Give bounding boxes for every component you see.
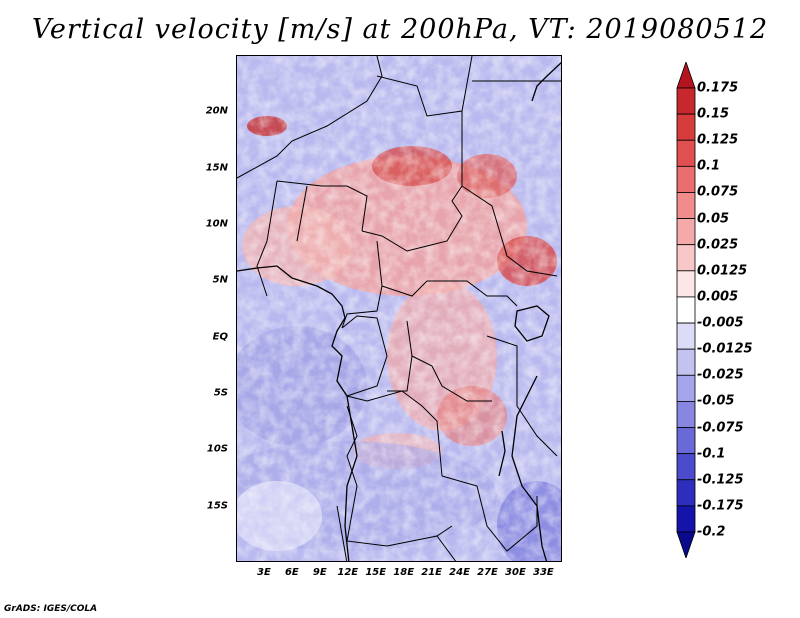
colorbar-segment [676,479,696,507]
colorbar-level-label: 0.1 [697,158,721,174]
lon-tick-label: 27E [477,567,498,578]
field-texture [237,56,561,561]
lon-tick-label: 9E [312,567,327,578]
colorbar-segment [676,62,696,89]
colorbar-level-label: 0.025 [697,237,739,253]
colorbar-level-label: -0.125 [697,472,744,488]
lat-tick-label: 5S [213,387,228,399]
lake-tanganyika [498,430,506,477]
colorbar-level-label: -0.05 [697,393,735,409]
lon-tick-label: 21E [421,567,442,578]
colorbar-segment [676,87,696,115]
border-benin-togo [296,185,308,242]
lat-tick-label: 20N [205,105,228,117]
lake-victoria [514,305,550,342]
colorbar-segment [676,244,696,272]
colorbar-segment [676,374,696,402]
lon-tick-label: 18E [393,567,415,578]
colorbar-segment [676,270,696,298]
colorbar-level-label: 0.005 [697,289,739,305]
lat-tick-label: EQ [212,331,228,343]
colorbar-level-label: 0.0125 [697,263,748,279]
country-boundaries [237,56,561,561]
coastlines [237,61,561,561]
colorbar-segment [676,348,696,376]
lon-tick-label: 15E [365,567,387,578]
border-niger-nigeria [276,180,368,232]
colorbar-segment [676,218,696,246]
velocity-field [237,56,561,561]
map-panel [236,55,562,562]
map-title: Vertical velocity [m/s] at 200hPa, VT: 2… [31,14,769,45]
lon-tick-label: 3E [257,567,271,578]
colorbar-level-label: -0.0125 [697,341,753,357]
colorbar-level-label: -0.025 [697,367,744,383]
lon-tick-label: 33E [532,567,554,578]
colorbar-segment [676,139,696,167]
border-sudan-ethiopia [461,185,558,277]
border-west-africa [256,180,278,297]
border-drc-east [411,355,492,402]
colorbar-segment [676,453,696,481]
colorbar-level-label: -0.2 [697,524,726,540]
lat-tick-label: 5N [212,274,228,286]
lon-tick-label: 30E [505,567,526,578]
lon-tick-label: 24E [449,567,470,578]
atlantic-coastline [237,265,358,561]
colorbar-level-label: 0.125 [697,132,739,148]
colorbar-segment [676,427,696,455]
indian-ocean-coastline [511,375,548,561]
colorbar-level-label: -0.075 [697,420,744,436]
border-niger-libya [376,56,473,117]
border-car-drc [381,280,518,307]
lat-tick-label: 10N [205,218,228,230]
border-angola-namibia [346,405,453,547]
colorbar-level-label: 0.175 [697,80,739,96]
border-east-africa [486,335,558,457]
colorbar-segment [676,192,696,219]
border-chad [361,111,463,252]
colorbar-segment [676,505,696,533]
lon-tick-label: 6E [284,567,299,578]
colorbar-segment [676,296,696,324]
colorbar-level-label: 0.05 [697,211,730,227]
colorbar-segment [676,322,696,350]
colorbar-level-label: -0.175 [697,498,744,514]
lat-tick-label: 10S [206,443,228,455]
lat-tick-label: 15S [206,500,228,512]
border-namibia-south [336,505,348,561]
colorbar-segment [676,531,696,558]
grads-credit: GrADS: IGES/COLA [4,604,98,614]
colorbar-level-label: 0.15 [697,106,730,122]
border-botswana [436,535,457,561]
colorbar-level-label: -0.1 [697,446,726,462]
red-sea-coastline [531,61,561,102]
colorbar [676,62,696,558]
border-zambia [441,475,538,552]
colorbar-level-label: -0.005 [697,315,744,331]
colorbar-segment [676,401,696,428]
lat-tick-label: 15N [205,162,228,174]
colorbar-level-label: 0.075 [697,184,739,200]
border-drc-angola [346,390,443,477]
colorbar-segment [676,113,696,141]
colorbar-segment [676,165,696,193]
border-mali-algeria [237,56,383,179]
border-congo-drc [387,320,413,392]
lon-tick-label: 12E [337,567,359,578]
